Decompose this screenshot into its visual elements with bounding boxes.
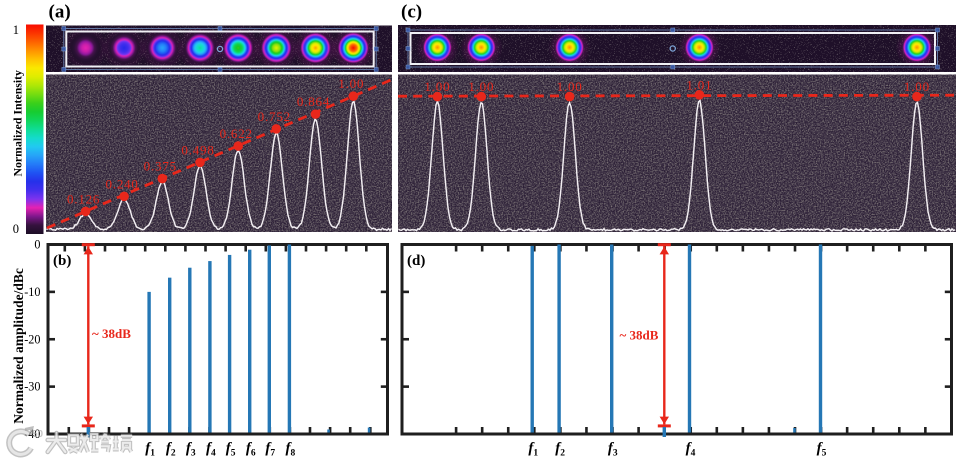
svg-text:0.498: 0.498	[181, 142, 214, 157]
svg-text:(d): (d)	[407, 253, 425, 269]
svg-text:f6: f6	[246, 441, 256, 459]
svg-text:f5: f5	[226, 441, 236, 459]
svg-text:f2: f2	[166, 441, 176, 459]
svg-text:(b): (b)	[53, 253, 71, 269]
svg-text:-40: -40	[24, 427, 40, 441]
svg-text:f3: f3	[186, 441, 196, 459]
svg-text:0.864: 0.864	[297, 94, 330, 109]
svg-text:-20: -20	[24, 332, 40, 346]
svg-text:Normalized amplitude/dBc: Normalized amplitude/dBc	[11, 268, 26, 424]
svg-text:f7: f7	[265, 441, 275, 459]
svg-text:-30: -30	[24, 380, 40, 394]
svg-text:1: 1	[13, 23, 19, 37]
svg-text:f3: f3	[608, 441, 618, 459]
svg-text:0.622: 0.622	[220, 126, 253, 141]
svg-text:0.240: 0.240	[105, 176, 138, 191]
svg-text:1.01: 1.01	[686, 77, 712, 92]
svg-text:50: 50	[32, 429, 44, 440]
svg-text:-10: -10	[24, 285, 40, 299]
svg-text:f4: f4	[686, 441, 696, 459]
svg-text:(a): (a)	[49, 2, 71, 23]
svg-text:~ 38dB: ~ 38dB	[620, 328, 659, 343]
svg-text:0: 0	[13, 222, 19, 236]
svg-text:Normalized Intensity: Normalized Intensity	[10, 70, 24, 177]
svg-text:f5: f5	[817, 441, 827, 459]
svg-text:0.375: 0.375	[144, 159, 177, 174]
svg-text:1.00: 1.00	[338, 76, 364, 91]
svg-text:0.752: 0.752	[258, 109, 291, 124]
svg-text:1.00: 1.00	[468, 79, 494, 94]
svg-text:f1: f1	[528, 441, 538, 459]
svg-text:f4: f4	[206, 441, 216, 459]
svg-text:~ 38dB: ~ 38dB	[92, 326, 131, 341]
svg-text:f2: f2	[555, 441, 565, 459]
svg-text:0: 0	[34, 238, 40, 252]
svg-text:1.00: 1.00	[904, 79, 930, 94]
svg-text:1.00: 1.00	[424, 79, 450, 94]
svg-text:f1: f1	[145, 441, 155, 459]
svg-text:f8: f8	[286, 441, 296, 459]
svg-text:(c): (c)	[401, 2, 422, 23]
svg-text:1.00: 1.00	[557, 79, 583, 94]
svg-text:0.126: 0.126	[67, 191, 100, 206]
